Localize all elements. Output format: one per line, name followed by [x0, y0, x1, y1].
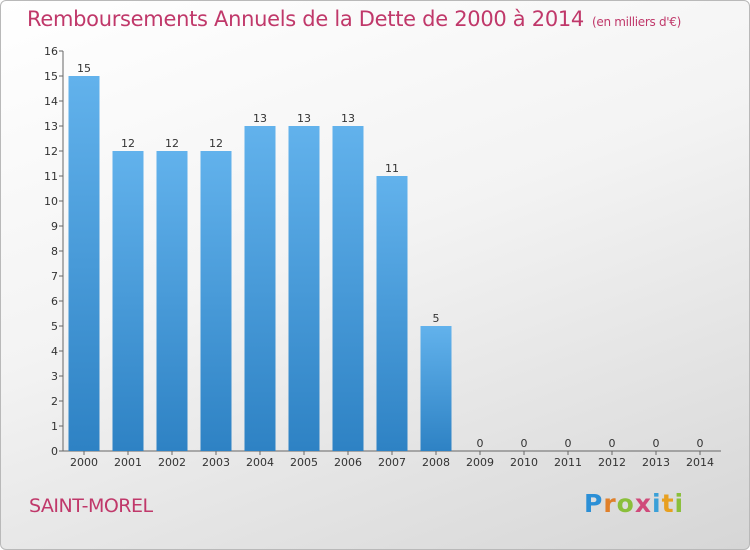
bar: [68, 76, 100, 451]
logo-letter: t: [661, 489, 675, 518]
bar-value-label: 0: [565, 437, 572, 450]
y-tick-label: 9: [51, 220, 58, 233]
logo-letter: i: [674, 489, 685, 518]
x-tick-label: 2002: [158, 456, 186, 469]
bar: [332, 126, 364, 451]
x-tick-label: 2011: [554, 456, 582, 469]
bar-value-label: 13: [253, 112, 267, 125]
chart-unit: (en milliers d'€): [592, 15, 682, 29]
x-tick-label: 2003: [202, 456, 230, 469]
chart-bars: [68, 76, 452, 451]
bar-value-label: 5: [433, 312, 440, 325]
y-tick-label: 12: [44, 145, 58, 158]
x-tick-label: 2005: [290, 456, 318, 469]
proxiti-logo[interactable]: Proxiti: [584, 489, 684, 518]
y-tick-label: 2: [51, 395, 58, 408]
bar: [200, 151, 232, 451]
bar: [376, 176, 408, 451]
x-tick-label: 2013: [642, 456, 670, 469]
bar-value-label: 0: [653, 437, 660, 450]
y-tick-label: 10: [44, 195, 58, 208]
bar-value-label: 0: [609, 437, 616, 450]
bar: [244, 126, 276, 451]
chart-title: Remboursements Annuels de la Dette de 20…: [27, 7, 681, 31]
bar-value-label: 0: [697, 437, 704, 450]
logo-letter: P: [584, 489, 604, 518]
y-tick-label: 16: [44, 45, 58, 58]
x-tick-label: 2007: [378, 456, 406, 469]
y-tick-label: 15: [44, 70, 58, 83]
bar-value-label: 0: [521, 437, 528, 450]
y-tick-label: 1: [51, 420, 58, 433]
city-name: SAINT-MOREL: [29, 495, 153, 517]
bar-value-label: 12: [209, 137, 223, 150]
y-tick-label: 8: [51, 245, 58, 258]
x-tick-label: 2001: [114, 456, 142, 469]
chart-data-labels: 15 12 12 12 13 13 13 11 5 0 0 0 0 0 0: [77, 62, 704, 450]
y-tick-label: 11: [44, 170, 58, 183]
y-tick-label: 6: [51, 295, 58, 308]
y-tick-label: 3: [51, 370, 58, 383]
bar-value-label: 12: [165, 137, 179, 150]
bar-value-label: 13: [297, 112, 311, 125]
logo-letter: o: [616, 489, 635, 518]
x-tick-label: 2000: [70, 456, 98, 469]
x-tick-label: 2010: [510, 456, 538, 469]
x-tick-label: 2014: [686, 456, 714, 469]
x-tick-label: 2009: [466, 456, 494, 469]
x-tick-label: 2012: [598, 456, 626, 469]
y-tick-label: 4: [51, 345, 58, 358]
logo-letter: x: [634, 489, 652, 518]
y-tick-label: 7: [51, 270, 58, 283]
bar: [420, 326, 452, 451]
y-tick-label: 5: [51, 320, 58, 333]
logo-letter: i: [652, 489, 662, 518]
x-tick-label: 2006: [334, 456, 362, 469]
bar-value-label: 12: [121, 137, 135, 150]
chart-title-text: Remboursements Annuels de la Dette de 20…: [27, 7, 584, 31]
bar-value-label: 0: [477, 437, 484, 450]
x-tick-label: 2008: [422, 456, 450, 469]
bar: [288, 126, 320, 451]
y-tick-label: 14: [44, 95, 58, 108]
logo-letter: r: [603, 489, 617, 518]
y-tick-label: 0: [51, 445, 58, 458]
bar-value-label: 13: [341, 112, 355, 125]
bar: [112, 151, 144, 451]
bar: [156, 151, 188, 451]
bar-value-label: 11: [385, 162, 399, 175]
y-tick-label: 13: [44, 120, 58, 133]
x-tick-label: 2004: [246, 456, 274, 469]
bar-value-label: 15: [77, 62, 91, 75]
